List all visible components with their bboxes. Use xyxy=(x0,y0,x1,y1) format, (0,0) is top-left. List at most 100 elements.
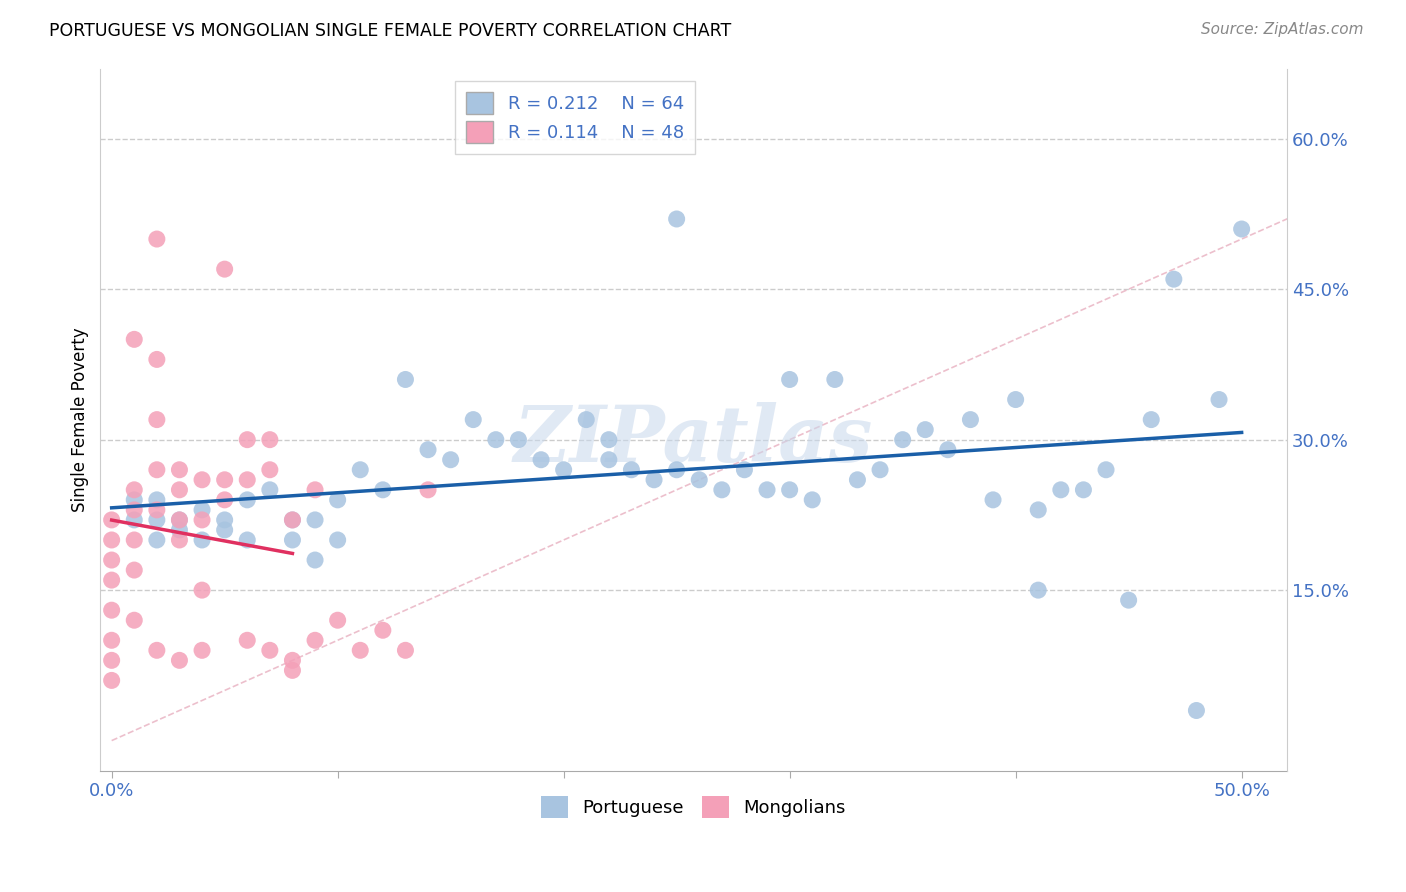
Point xyxy=(665,463,688,477)
Point xyxy=(214,492,236,507)
Point xyxy=(122,563,145,577)
Point xyxy=(598,452,620,467)
Point xyxy=(236,633,259,648)
Point xyxy=(508,433,530,447)
Point xyxy=(710,483,733,497)
Point xyxy=(1095,463,1118,477)
Point xyxy=(281,653,304,667)
Point xyxy=(349,643,371,657)
Point xyxy=(146,643,169,657)
Point xyxy=(169,653,191,667)
Point xyxy=(824,372,846,386)
Point xyxy=(485,433,508,447)
Point xyxy=(281,664,304,678)
Point xyxy=(326,492,349,507)
Point xyxy=(688,473,710,487)
Point xyxy=(530,452,553,467)
Point xyxy=(463,412,485,426)
Y-axis label: Single Female Poverty: Single Female Poverty xyxy=(72,327,89,512)
Point xyxy=(846,473,869,487)
Point xyxy=(100,633,122,648)
Point xyxy=(665,211,688,226)
Point xyxy=(169,463,191,477)
Point xyxy=(191,513,214,527)
Point xyxy=(1050,483,1073,497)
Point xyxy=(146,463,169,477)
Point xyxy=(122,483,145,497)
Point xyxy=(146,352,169,367)
Point xyxy=(959,412,981,426)
Point xyxy=(191,533,214,547)
Point xyxy=(122,492,145,507)
Point xyxy=(169,533,191,547)
Point xyxy=(1230,222,1253,236)
Point xyxy=(1140,412,1163,426)
Point xyxy=(146,513,169,527)
Point xyxy=(259,643,281,657)
Point xyxy=(122,613,145,627)
Point xyxy=(191,643,214,657)
Point xyxy=(100,603,122,617)
Text: PORTUGUESE VS MONGOLIAN SINGLE FEMALE POVERTY CORRELATION CHART: PORTUGUESE VS MONGOLIAN SINGLE FEMALE PO… xyxy=(49,22,731,40)
Legend: Portuguese, Mongolians: Portuguese, Mongolians xyxy=(534,789,853,825)
Point xyxy=(169,513,191,527)
Point xyxy=(100,513,122,527)
Point xyxy=(214,513,236,527)
Point xyxy=(146,492,169,507)
Point xyxy=(1026,503,1049,517)
Point xyxy=(733,463,755,477)
Point xyxy=(214,262,236,277)
Text: Source: ZipAtlas.com: Source: ZipAtlas.com xyxy=(1201,22,1364,37)
Point xyxy=(394,643,416,657)
Point xyxy=(281,513,304,527)
Point xyxy=(259,483,281,497)
Point xyxy=(1004,392,1026,407)
Point xyxy=(304,633,326,648)
Point xyxy=(891,433,914,447)
Point xyxy=(440,452,463,467)
Point xyxy=(1026,583,1049,598)
Point xyxy=(981,492,1004,507)
Point xyxy=(1208,392,1230,407)
Point xyxy=(416,442,439,457)
Point xyxy=(100,553,122,567)
Point xyxy=(869,463,891,477)
Point xyxy=(304,553,326,567)
Point xyxy=(394,372,416,386)
Point xyxy=(326,613,349,627)
Point xyxy=(259,433,281,447)
Point xyxy=(191,583,214,598)
Point xyxy=(122,533,145,547)
Point xyxy=(236,433,259,447)
Point xyxy=(191,503,214,517)
Point xyxy=(756,483,779,497)
Point xyxy=(191,473,214,487)
Point xyxy=(214,523,236,537)
Point xyxy=(100,573,122,587)
Point xyxy=(122,503,145,517)
Point xyxy=(304,483,326,497)
Point xyxy=(214,473,236,487)
Point xyxy=(1073,483,1095,497)
Point xyxy=(100,533,122,547)
Point xyxy=(169,523,191,537)
Point xyxy=(1185,704,1208,718)
Point xyxy=(779,372,801,386)
Text: ZIPatlas: ZIPatlas xyxy=(515,402,873,479)
Point xyxy=(236,533,259,547)
Point xyxy=(281,513,304,527)
Point xyxy=(236,473,259,487)
Point xyxy=(236,492,259,507)
Point xyxy=(914,423,936,437)
Point xyxy=(1163,272,1185,286)
Point xyxy=(801,492,824,507)
Point xyxy=(259,463,281,477)
Point xyxy=(304,513,326,527)
Point xyxy=(779,483,801,497)
Point xyxy=(620,463,643,477)
Point xyxy=(100,673,122,688)
Point xyxy=(643,473,665,487)
Point xyxy=(146,412,169,426)
Point xyxy=(146,533,169,547)
Point xyxy=(553,463,575,477)
